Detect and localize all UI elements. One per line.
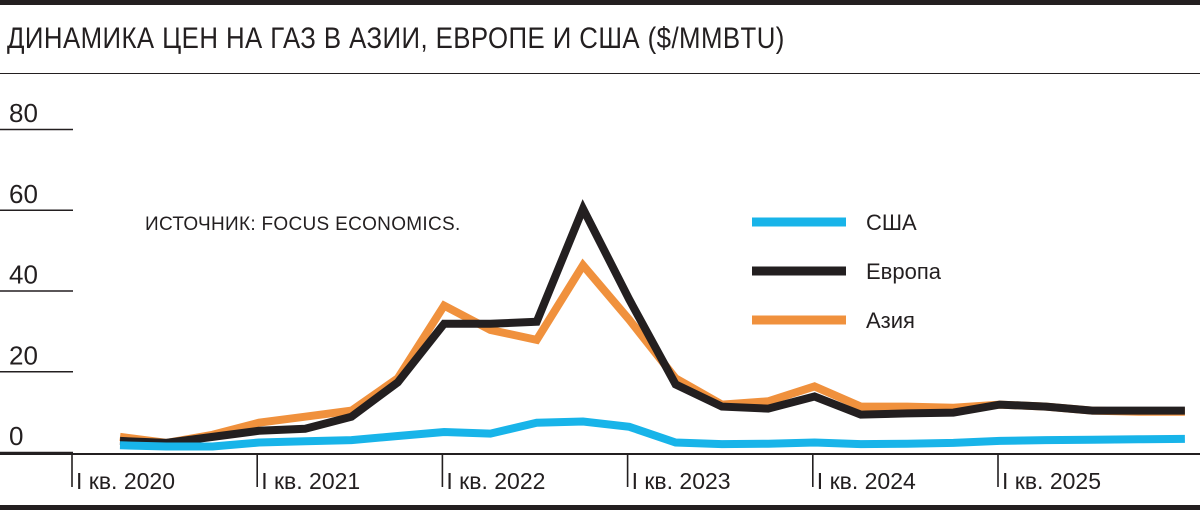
series-line-europe — [119, 199, 1185, 447]
legend-label-asia: Азия — [866, 308, 915, 333]
y-tick-label: 40 — [9, 260, 38, 290]
source-note: ИСТОЧНИК: FOCUS ECONOMICS. — [145, 214, 461, 235]
x-tick-label: I кв. 2021 — [261, 468, 360, 494]
y-tick-label: 0 — [9, 421, 23, 451]
x-tick-label: I кв. 2024 — [817, 468, 916, 494]
legend-item-usa: США — [752, 210, 917, 235]
series-line-usa — [119, 417, 1185, 451]
legend-label-europe: Европа — [866, 259, 942, 284]
legend-item-asia: Азия — [752, 308, 915, 333]
x-tick-label: I кв. 2022 — [446, 468, 545, 494]
series-line-asia — [119, 258, 1185, 447]
y-tick-label: 60 — [9, 179, 38, 209]
bottom-rule — [0, 505, 1200, 510]
top-rule — [0, 0, 1200, 5]
series-layer — [119, 199, 1185, 451]
chart-title: ДИНАМИКА ЦЕН НА ГАЗ В АЗИИ, ЕВРОПЕ И США… — [7, 22, 785, 55]
title-divider — [0, 73, 1200, 74]
legend-label-usa: США — [866, 210, 917, 235]
x-tick-label: I кв. 2025 — [1002, 468, 1101, 494]
legend: США Европа Азия — [752, 210, 942, 333]
y-axis: 0 20 40 60 80 — [0, 98, 73, 454]
x-axis: I кв. 2020 I кв. 2021 I кв. 2022 I кв. 2023… — [0, 453, 1200, 494]
y-tick-label: 80 — [9, 98, 38, 128]
x-tick-label: I кв. 2020 — [76, 468, 175, 494]
x-tick-label: I кв. 2023 — [632, 468, 731, 494]
legend-item-europe: Европа — [752, 259, 942, 284]
y-tick-label: 20 — [9, 340, 38, 370]
